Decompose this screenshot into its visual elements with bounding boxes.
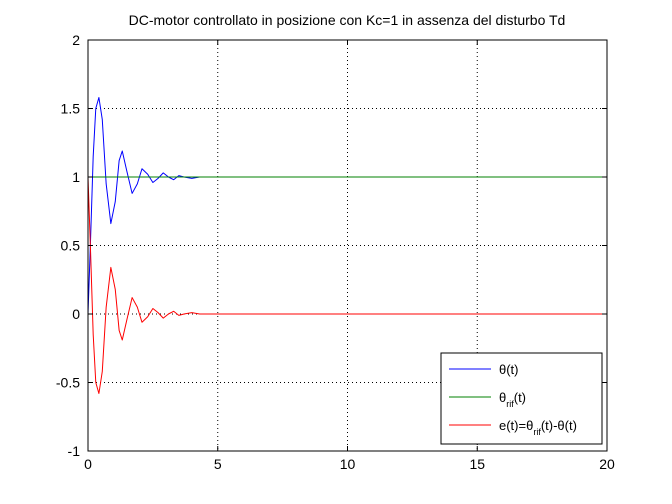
y-tick-label: 2 (72, 32, 80, 48)
legend-label: e(t)=θrif(t)-θ(t) (499, 418, 577, 437)
legend-label: θrif(t) (499, 390, 526, 409)
legend-label-main: θ (499, 390, 506, 405)
x-tick-label: 15 (469, 456, 485, 472)
legend-label-subscript: rif (506, 399, 514, 409)
x-tick-label: 0 (84, 456, 92, 472)
legend: θ(t)θrif(t)e(t)=θrif(t)-θ(t) (440, 352, 603, 445)
y-tick-label: -0.5 (56, 375, 80, 391)
legend-label-main: e(t)=θ (499, 418, 533, 433)
legend-label-subscript: rif (533, 427, 541, 437)
series-layer (87, 97, 607, 394)
legend-box (440, 352, 603, 445)
legend-label-tail: (t)-θ(t) (541, 418, 577, 433)
y-tick-label: 1.5 (61, 101, 81, 117)
x-tick-label: 10 (340, 456, 356, 472)
legend-label: θ(t) (499, 362, 519, 377)
error-series-line (87, 176, 607, 394)
x-tick-label: 20 (599, 456, 615, 472)
y-tick-label: 1 (72, 169, 80, 185)
chart-title: DC-motor controllato in posizione con Kc… (129, 12, 566, 28)
legend-label-main: θ(t) (499, 362, 519, 377)
x-tick-label: 5 (214, 456, 222, 472)
y-tick-label: -1 (68, 443, 81, 459)
y-tick-label: 0.5 (61, 238, 81, 254)
y-tick-label: 0 (72, 306, 80, 322)
legend-label-tail: (t) (514, 390, 526, 405)
axis-ticks: 0 5 10 15 20 -1 -0.5 0 0.5 1 1.5 2 (56, 32, 615, 472)
